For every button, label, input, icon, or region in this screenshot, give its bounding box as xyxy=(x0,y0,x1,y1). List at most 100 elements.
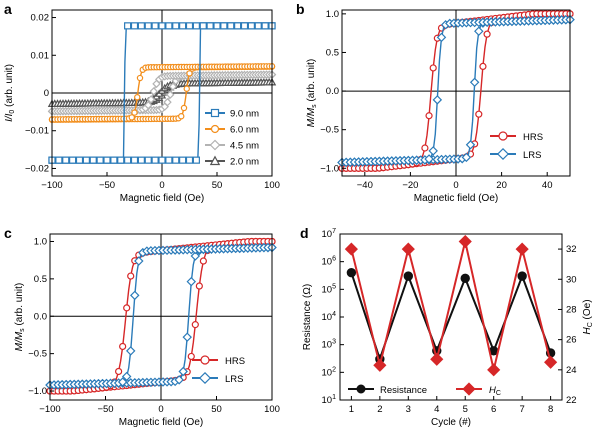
x-tick-label: 8 xyxy=(548,404,553,415)
data-point xyxy=(82,156,90,164)
data-point xyxy=(479,62,487,71)
legend: HRS LRS xyxy=(490,131,543,161)
data-point xyxy=(190,251,201,261)
y-tick-label: 0.5 xyxy=(326,47,339,58)
data-point xyxy=(144,100,153,110)
x-tick-label: 50 xyxy=(212,180,223,191)
data-point xyxy=(247,22,255,30)
legend-label: 6.0 nm xyxy=(230,125,259,136)
data-point xyxy=(458,234,472,249)
legend-marker xyxy=(210,108,220,118)
series-H xyxy=(344,234,558,377)
x-tick-label: 50 xyxy=(211,404,222,415)
series-LRS xyxy=(45,242,277,390)
data-point xyxy=(428,146,438,156)
data-point xyxy=(261,22,269,30)
data-point xyxy=(460,273,470,284)
series-line xyxy=(350,241,552,371)
data-point xyxy=(430,352,444,366)
data-point xyxy=(172,156,180,164)
legend-marker xyxy=(498,131,508,141)
legend-marker xyxy=(209,139,221,151)
data-point xyxy=(121,371,132,382)
y-tick-label: −1.0 xyxy=(320,163,339,174)
x-tick-label: 0 xyxy=(159,180,164,191)
data-point xyxy=(163,97,172,107)
data-point xyxy=(206,22,214,30)
y-tick-label: 1.0 xyxy=(326,9,339,20)
y-axis-label: M/Ms (arb. unit) xyxy=(14,283,26,352)
legend-marker xyxy=(496,147,510,161)
data-point xyxy=(144,156,152,164)
y-tick-label: 0.0 xyxy=(326,86,339,97)
data-point xyxy=(187,352,195,361)
data-point xyxy=(110,156,118,164)
series-LRS xyxy=(337,14,575,168)
y-right-tick-label: 24 xyxy=(566,365,577,376)
panel-letter-d: d xyxy=(300,225,309,241)
data-point xyxy=(213,22,221,30)
y-tick-label: 0.02 xyxy=(31,13,50,24)
data-point xyxy=(436,32,447,43)
y-tick-label: 0.0 xyxy=(34,311,47,322)
data-point xyxy=(178,113,185,120)
x-tick-label: −100 xyxy=(39,404,60,415)
legend-label: LRS xyxy=(225,374,243,385)
data-point xyxy=(474,26,484,37)
x-tick-label: 100 xyxy=(264,404,280,415)
legend-label: HRS xyxy=(225,356,245,367)
x-tick-label: −20 xyxy=(402,180,418,191)
legend-marker xyxy=(462,382,476,396)
y-left-tick-label: 105 xyxy=(322,283,337,295)
y-left-tick-label: 102 xyxy=(322,366,337,378)
data-point xyxy=(421,144,429,152)
data-point xyxy=(131,109,138,116)
x-tick-label: 0 xyxy=(158,404,163,415)
y-tick-label: −1.0 xyxy=(28,386,47,397)
data-point xyxy=(149,87,158,96)
data-point xyxy=(124,156,132,164)
data-point xyxy=(130,156,139,164)
x-tick-label: 4 xyxy=(434,404,439,415)
data-point xyxy=(130,290,140,301)
y-left-tick-label: 104 xyxy=(322,311,337,323)
series-6-0-nm xyxy=(48,63,276,123)
data-point xyxy=(117,156,125,164)
x-axis-label: Cycle (#) xyxy=(431,417,471,428)
panel-c: −100 −50 0 50 100 −1.0 −0.5 0.0 0.5 1.0 Magnetic f… xyxy=(4,225,280,428)
data-point xyxy=(487,363,501,377)
data-point xyxy=(182,332,192,342)
legend-marker xyxy=(209,155,221,166)
data-point xyxy=(403,271,414,281)
data-point xyxy=(137,156,145,164)
series-Resistance xyxy=(346,267,556,364)
data-point xyxy=(185,22,194,30)
x-axis-label: Magnetic field (Oe) xyxy=(119,417,203,428)
data-point xyxy=(344,242,358,256)
data-point xyxy=(136,74,144,82)
data-point xyxy=(75,156,84,164)
data-point xyxy=(179,156,187,164)
data-point xyxy=(144,22,152,30)
legend-marker xyxy=(356,384,366,394)
data-point xyxy=(117,377,128,387)
legend: Resistance HC xyxy=(348,382,501,397)
x-tick-label: 100 xyxy=(264,180,280,191)
data-point xyxy=(346,267,357,278)
y-axis-label: I/I0 (arb. unit) xyxy=(4,64,16,122)
data-point xyxy=(103,156,111,164)
y-left-tick-label: 101 xyxy=(322,394,337,406)
data-point xyxy=(185,156,194,164)
data-point xyxy=(125,346,136,356)
legend-label: 4.5 nm xyxy=(230,141,259,152)
data-point xyxy=(227,22,235,30)
data-point xyxy=(179,22,187,30)
data-point xyxy=(124,22,132,30)
data-point xyxy=(199,22,207,30)
series-line xyxy=(350,272,552,363)
x-tick-label: 40 xyxy=(542,180,553,191)
data-point xyxy=(168,82,178,91)
data-point xyxy=(134,256,144,266)
x-tick-label: 2 xyxy=(377,404,382,415)
data-point xyxy=(158,156,166,164)
